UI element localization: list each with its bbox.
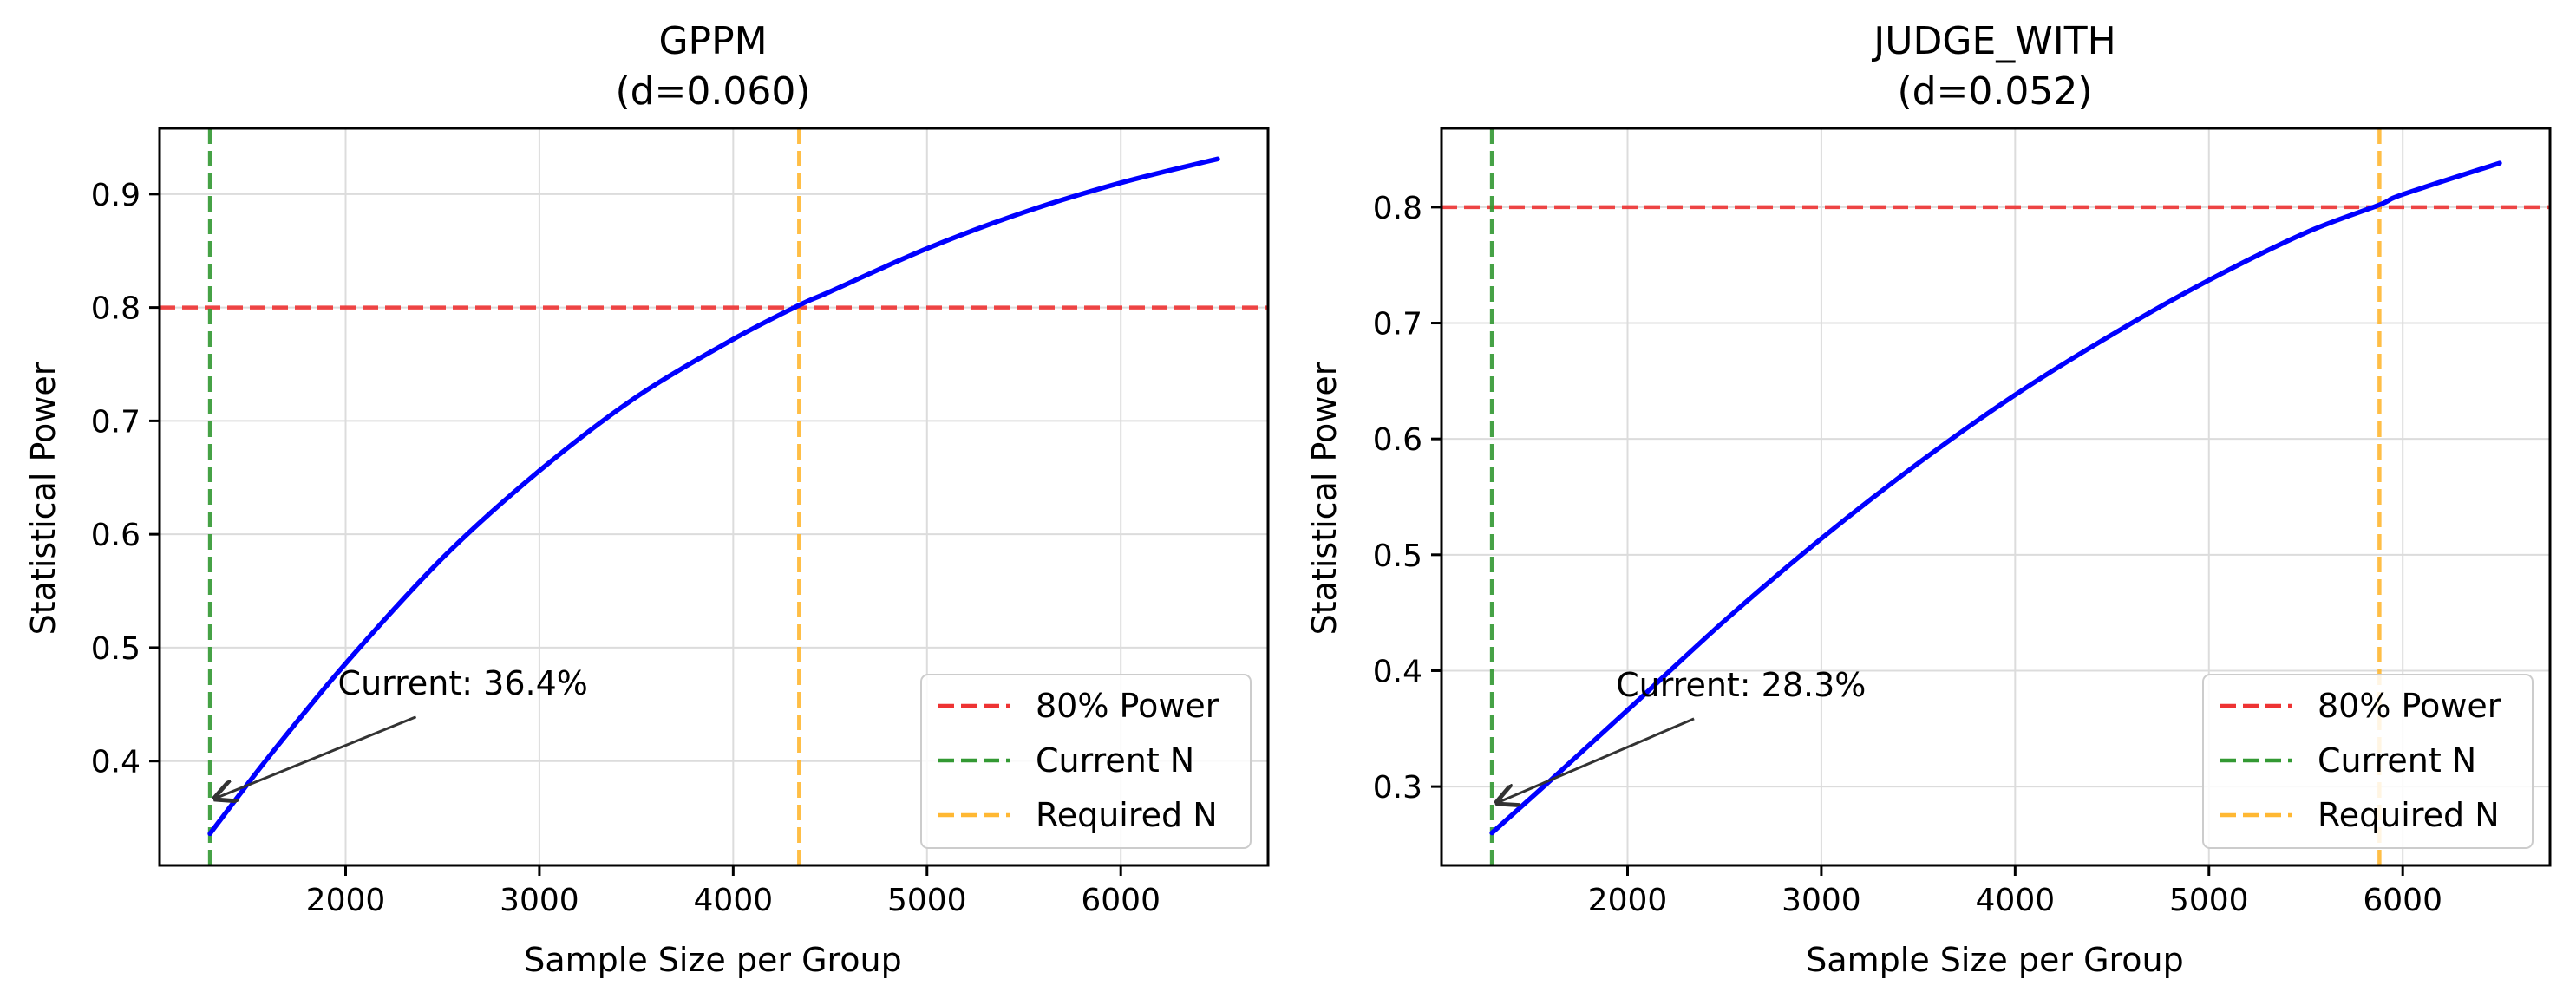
- chart-panel-gppm: GPPM (d=0.060) Sample Size per Group Sta…: [24, 19, 1270, 979]
- y-axis-ticks: 0.3 0.4 0.5 0.6 0.7 0.8: [1373, 191, 1442, 806]
- y-tick-label: 0.8: [1373, 191, 1422, 226]
- y-tick-label: 0.7: [1373, 307, 1422, 343]
- x-tick-label: 5000: [2169, 883, 2249, 918]
- y-tick-label: 0.6: [1373, 422, 1422, 458]
- legend: 80% Power Current N Required N: [2202, 674, 2534, 849]
- x-tick-label: 2000: [1588, 883, 1668, 918]
- legend-label: 80% Power: [2318, 687, 2501, 725]
- chart-subtitle: (d=0.060): [615, 69, 810, 114]
- x-tick-label: 5000: [887, 883, 967, 918]
- reference-lines: [160, 128, 1268, 865]
- annotation-arrow: [1497, 717, 1695, 803]
- annotation-arrow: [215, 715, 417, 799]
- legend-box: [2202, 674, 2534, 849]
- x-axis-label: Sample Size per Group: [524, 941, 902, 979]
- chart-title: JUDGE_WITH: [1871, 19, 2115, 63]
- y-tick-label: 0.4: [1373, 654, 1422, 689]
- x-tick-label: 4000: [1976, 883, 2056, 918]
- series-lines: [1489, 160, 2502, 836]
- y-tick-label: 0.9: [91, 178, 141, 213]
- series-lines: [207, 156, 1220, 837]
- x-axis-label: Sample Size per Group: [1806, 941, 2184, 979]
- legend-box: [920, 674, 1252, 849]
- annotation-text: Current: 28.3%: [1616, 666, 1866, 704]
- y-axis-ticks: 0.4 0.5 0.6 0.7 0.8 0.9: [91, 178, 160, 780]
- power-curve-line: [207, 156, 1220, 837]
- y-tick-label: 0.3: [1373, 770, 1422, 806]
- y-tick-label: 0.4: [91, 745, 141, 780]
- x-tick-label: 4000: [694, 883, 774, 918]
- legend-label: 80% Power: [1036, 687, 1219, 725]
- legend-label: Current N: [2318, 741, 2476, 780]
- y-tick-label: 0.5: [91, 631, 141, 667]
- y-axis-label: Statistical Power: [1305, 362, 1344, 635]
- plot-area-frame: [158, 127, 1270, 867]
- y-tick-label: 0.8: [91, 291, 141, 327]
- x-tick-label: 3000: [500, 883, 579, 918]
- legend-label: Current N: [1036, 741, 1194, 780]
- annotation: Current: 28.3%: [1497, 666, 1866, 803]
- x-tick-label: 6000: [2363, 883, 2442, 918]
- chart-subtitle: (d=0.052): [1897, 69, 2092, 114]
- y-tick-label: 0.6: [91, 518, 141, 553]
- chart-panel-judge-with: JUDGE_WITH (d=0.052) Sample Size per Gro…: [1305, 19, 2552, 979]
- grid-lines: [160, 128, 1268, 865]
- y-axis-label: Statistical Power: [24, 362, 62, 635]
- x-axis-ticks: 2000 3000 4000 5000 6000: [1588, 865, 2442, 918]
- legend-label: Required N: [1036, 796, 1218, 834]
- x-axis-ticks: 2000 3000 4000 5000 6000: [306, 865, 1161, 918]
- annotation-text: Current: 36.4%: [338, 664, 588, 702]
- legend-label: Required N: [2318, 796, 2500, 834]
- x-tick-label: 2000: [306, 883, 386, 918]
- annotation: Current: 36.4%: [215, 664, 588, 799]
- x-tick-label: 6000: [1081, 883, 1161, 918]
- legend: 80% Power Current N Required N: [920, 674, 1252, 849]
- chart-title: GPPM: [658, 19, 767, 63]
- plot-area-frame: [1440, 127, 2552, 867]
- y-tick-label: 0.7: [91, 404, 141, 440]
- power-curve-line: [1489, 160, 2502, 836]
- x-tick-label: 3000: [1782, 883, 1861, 918]
- y-tick-label: 0.5: [1373, 538, 1422, 574]
